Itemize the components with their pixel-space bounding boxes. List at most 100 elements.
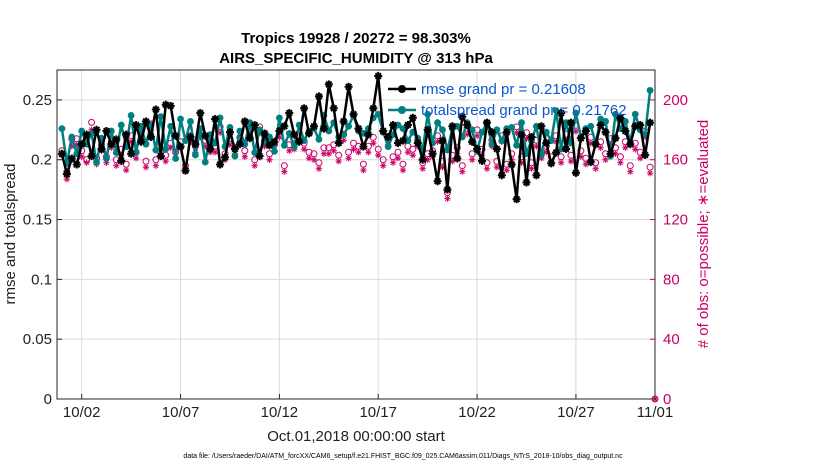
asterisk-stroke xyxy=(449,158,455,164)
asterisk-stroke xyxy=(380,163,386,169)
obs-evaluated-marker xyxy=(444,195,451,202)
totalspread-point xyxy=(646,86,654,94)
point-core xyxy=(450,124,455,129)
totalspread-point xyxy=(315,135,323,143)
asterisk-stroke xyxy=(504,167,510,173)
asterisk-stroke xyxy=(306,155,312,161)
totalspread-point xyxy=(157,113,165,121)
totalspread-point xyxy=(478,128,486,136)
obs-evaluated-marker xyxy=(409,152,417,159)
asterisk-stroke xyxy=(627,169,633,175)
rmse-point xyxy=(497,171,506,180)
asterisk-stroke xyxy=(355,149,362,155)
asterisk-stroke xyxy=(568,158,574,164)
point-core xyxy=(99,146,104,152)
totalspread-point xyxy=(498,137,506,144)
totalspread-point xyxy=(280,141,288,149)
obs-evaluated-marker xyxy=(602,156,609,163)
obs-evaluated-marker xyxy=(394,155,402,162)
point-core xyxy=(469,139,475,144)
obs-evaluated-marker xyxy=(162,158,169,165)
point-core xyxy=(168,103,173,109)
totalspread-point xyxy=(103,155,110,162)
obs-evaluated-marker xyxy=(646,169,654,177)
obs-evaluated-marker xyxy=(310,156,318,163)
rmse-point xyxy=(571,168,580,177)
asterisk-stroke xyxy=(602,157,609,163)
rmse-point xyxy=(359,142,368,151)
totalspread-point xyxy=(191,151,199,159)
rmse-point xyxy=(433,177,442,186)
point-core xyxy=(489,130,495,135)
legend-rmse-label: rmse grand pr = 0.21608 xyxy=(421,81,586,98)
totalspread-point xyxy=(162,145,170,153)
rmse-point xyxy=(166,101,175,110)
rmse-point xyxy=(487,128,496,137)
y-tick-label: 0.2 xyxy=(31,152,52,169)
rmse-point xyxy=(626,140,635,149)
obs-evaluated-marker xyxy=(300,146,308,153)
asterisk-stroke xyxy=(420,166,426,172)
point-core xyxy=(64,171,70,177)
rmse-point xyxy=(280,122,289,131)
point-core xyxy=(366,132,371,137)
point-core xyxy=(430,151,435,156)
point-core xyxy=(623,128,628,134)
rmse-point xyxy=(403,121,412,130)
rmse-point xyxy=(527,132,536,141)
point-core xyxy=(143,119,149,124)
rmse-point xyxy=(161,100,170,109)
rmse-point xyxy=(201,131,210,140)
point-core xyxy=(69,156,75,161)
point-core xyxy=(593,141,598,147)
point-core xyxy=(208,146,213,152)
rmse-point xyxy=(552,148,561,157)
asterisk-stroke xyxy=(425,157,431,163)
totalspread-point xyxy=(587,122,595,130)
totalspread-point xyxy=(374,110,382,118)
point-core xyxy=(292,132,297,137)
rmse-point xyxy=(87,152,96,161)
totalspread-point xyxy=(562,119,570,127)
legend-spread-label: totalspread grand pr = 0.21762 xyxy=(421,102,627,119)
point-core xyxy=(282,124,287,129)
rmse-point xyxy=(117,156,126,165)
obs-evaluated-marker xyxy=(152,162,160,169)
point-core xyxy=(203,133,208,138)
asterisk-stroke xyxy=(365,149,371,155)
point-core xyxy=(296,139,302,144)
totalspread-point xyxy=(468,126,476,134)
point-core xyxy=(183,168,188,173)
rmse-point xyxy=(137,137,146,146)
totalspread-point xyxy=(434,119,441,127)
obs-evaluated-marker xyxy=(557,159,565,166)
rmse-point xyxy=(141,117,150,126)
rmse-point xyxy=(621,127,630,136)
obs-evaluated-marker xyxy=(592,165,599,172)
asterisk-stroke xyxy=(168,145,174,151)
point-core xyxy=(94,127,99,133)
rmse-point xyxy=(344,82,353,91)
asterisk-stroke xyxy=(316,166,322,172)
point-core xyxy=(301,106,307,111)
point-core xyxy=(445,187,450,192)
asterisk-stroke xyxy=(341,137,347,143)
rmse-point xyxy=(591,140,600,149)
point-core xyxy=(539,124,544,129)
rmse-point xyxy=(255,152,264,161)
data-file-footnote: data file: /Users/raeder/DAI/ATM_forcXX/… xyxy=(183,453,623,460)
point-core xyxy=(553,150,559,155)
point-core xyxy=(356,126,361,131)
asterisk-stroke xyxy=(133,155,139,161)
rmse-point xyxy=(309,122,318,131)
asterisk-stroke xyxy=(84,160,90,166)
point-core xyxy=(529,134,534,140)
point-core xyxy=(519,132,524,137)
point-core xyxy=(558,110,564,116)
asterisk-stroke xyxy=(598,145,604,151)
obs-evaluated-marker xyxy=(286,147,293,154)
y2-tick-label: 80 xyxy=(663,271,680,288)
point-core xyxy=(212,116,218,122)
y-tick-label: 0.25 xyxy=(23,92,52,109)
asterisk-stroke xyxy=(345,155,352,161)
